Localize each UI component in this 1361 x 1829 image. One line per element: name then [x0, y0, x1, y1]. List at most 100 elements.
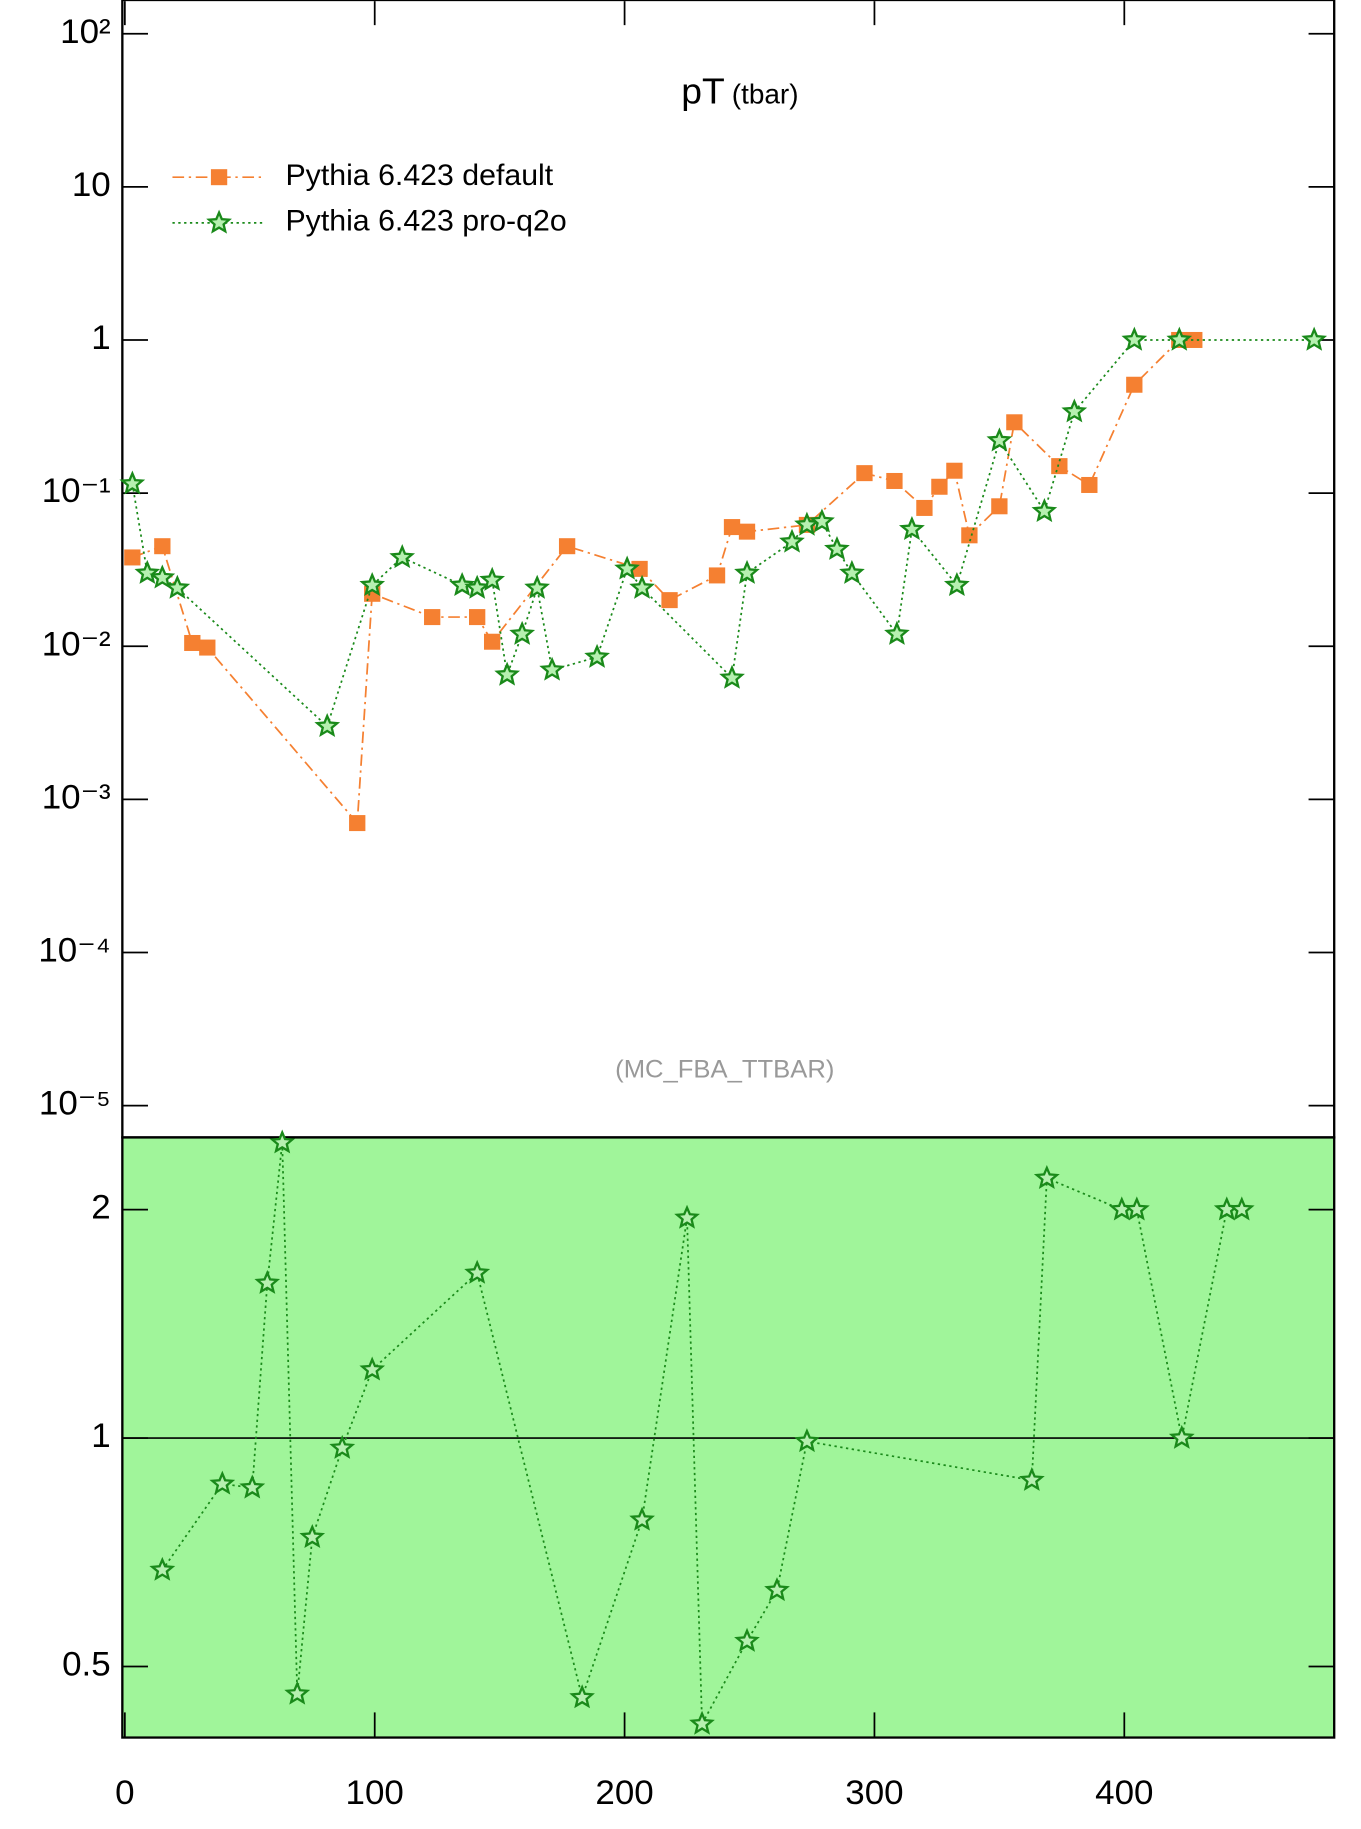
legend-marker [210, 169, 228, 186]
marker [329, 1434, 356, 1459]
marker [494, 661, 521, 686]
marker [483, 633, 501, 650]
marker [734, 559, 760, 584]
marker [1123, 1196, 1150, 1221]
marker [943, 572, 970, 597]
y-tick-label: 10⁻³ [42, 779, 111, 817]
marker [1121, 326, 1148, 351]
x-tick-label: 400 [1095, 1774, 1153, 1812]
marker [824, 536, 850, 560]
marker [856, 465, 873, 482]
marker [1168, 1424, 1195, 1449]
marker [464, 1259, 491, 1284]
marker [149, 564, 176, 589]
marker [916, 499, 933, 516]
marker [209, 1470, 236, 1495]
marker [614, 555, 640, 580]
marker [359, 571, 386, 597]
inner-subtitle: (tbar) [732, 79, 799, 110]
y-tick-label: 0.5 [62, 1646, 111, 1684]
marker [689, 1710, 715, 1735]
legend-marker [206, 209, 232, 234]
y-tick-label: 10⁻¹ [42, 472, 111, 510]
marker [119, 470, 146, 495]
marker [269, 1129, 296, 1154]
marker [539, 656, 566, 681]
marker [809, 508, 835, 533]
series-line [131, 339, 1315, 728]
marker [299, 1523, 326, 1549]
marker [1033, 1164, 1060, 1190]
marker [1031, 498, 1058, 523]
marker [723, 519, 741, 536]
marker [164, 574, 191, 599]
x-tick-label: 0 [115, 1774, 134, 1812]
marker [886, 472, 903, 489]
marker [199, 639, 216, 656]
inner-title: pT [681, 71, 725, 112]
x-tick-label: 100 [346, 1774, 404, 1812]
marker [719, 664, 745, 689]
marker [961, 527, 978, 544]
marker [674, 1204, 700, 1229]
marker [524, 574, 550, 599]
marker [254, 1269, 281, 1294]
marker [991, 498, 1008, 515]
y-tick-label: 1 [91, 1417, 110, 1455]
marker [1166, 326, 1193, 351]
marker [449, 572, 476, 597]
marker [898, 515, 925, 541]
marker [284, 1680, 311, 1705]
marker [569, 1684, 595, 1709]
y-tick-label: 10⁻⁵ [39, 1085, 111, 1123]
marker [1081, 476, 1098, 493]
marker [839, 559, 865, 584]
marker [946, 462, 963, 479]
y-tick-label: 1 [91, 319, 110, 357]
marker [154, 538, 171, 555]
marker [558, 538, 576, 555]
marker [734, 1627, 760, 1652]
marker [1006, 414, 1023, 431]
x-tick-label: 200 [595, 1774, 653, 1812]
marker [349, 815, 366, 832]
marker [239, 1474, 266, 1499]
marker [149, 1556, 176, 1581]
legend-label: Pythia 6.423 default [285, 159, 553, 192]
marker [1061, 398, 1088, 423]
marker [986, 427, 1013, 452]
marker [764, 1577, 790, 1602]
marker [1228, 1196, 1255, 1221]
marker [1126, 376, 1143, 393]
annotation: (MC_FBA_TTBAR) [615, 1056, 834, 1084]
y-tick-label: 10⁻⁴ [38, 932, 110, 970]
marker [931, 478, 948, 495]
marker [884, 620, 910, 645]
marker [1186, 331, 1203, 348]
marker [1019, 1466, 1045, 1491]
marker [424, 609, 441, 626]
marker [479, 566, 505, 591]
marker [661, 592, 678, 609]
series-line [132, 339, 1195, 826]
marker [359, 1356, 386, 1381]
marker [629, 1506, 655, 1531]
y-tick-label: 10⁻² [42, 626, 111, 664]
y-tick-label: 10 [72, 166, 111, 204]
marker [134, 559, 161, 584]
marker [464, 574, 491, 599]
marker [124, 549, 141, 566]
marker [1051, 458, 1068, 475]
marker [629, 574, 655, 599]
marker [389, 544, 416, 569]
marker [509, 620, 536, 645]
marker [738, 523, 756, 540]
x-tick-label: 300 [845, 1774, 903, 1812]
marker [1301, 326, 1328, 351]
marker [314, 713, 341, 737]
marker [779, 528, 805, 553]
legend-label: Pythia 6.423 pro-q2o [285, 205, 566, 238]
y-tick-label: 10² [60, 13, 111, 51]
marker [184, 634, 201, 651]
